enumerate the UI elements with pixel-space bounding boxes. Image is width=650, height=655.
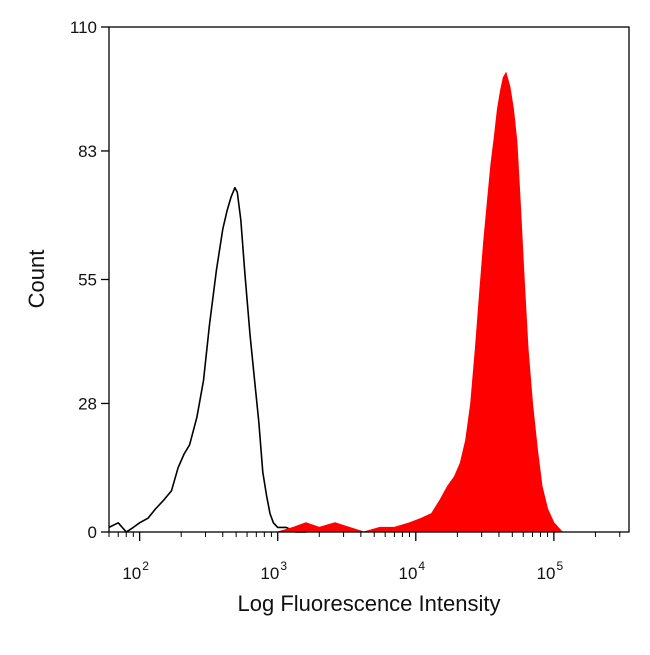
y-axis: 0 28 55 83 110: [70, 18, 109, 542]
x-axis-label: Log Fluorescence Intensity: [238, 591, 501, 616]
x-axis: 102 103 104 105: [108, 532, 621, 583]
x-tick-label: 103: [260, 559, 287, 583]
y-tick-label: 83: [78, 142, 97, 161]
plot-frame: [108, 26, 630, 533]
series-1-outline-histogram: [108, 186, 306, 533]
y-tick-label: 28: [78, 394, 97, 413]
x-tick-label: 102: [122, 559, 149, 583]
x-tick-label: 105: [537, 559, 564, 583]
y-tick-label: 55: [78, 271, 97, 290]
series-layer: [108, 71, 564, 533]
y-tick-label: 110: [70, 18, 97, 37]
y-tick-label: 0: [88, 523, 97, 542]
y-axis-label: Count: [24, 250, 49, 309]
x-tick-label: 104: [398, 559, 425, 583]
series-2-filled-histogram: [277, 71, 564, 533]
